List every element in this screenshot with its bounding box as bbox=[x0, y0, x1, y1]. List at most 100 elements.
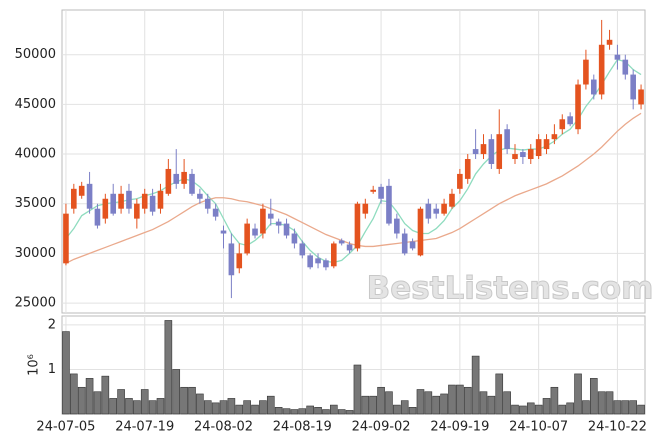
candle-body bbox=[535, 139, 542, 157]
volume-bar bbox=[377, 386, 385, 415]
x-tick-label: 24-09-02 bbox=[352, 420, 411, 435]
candle-body bbox=[520, 152, 526, 158]
y-tick-label: 40000 bbox=[15, 147, 56, 162]
volume-bar bbox=[605, 391, 614, 415]
candle-body bbox=[220, 230, 227, 234]
candle-body bbox=[504, 129, 510, 150]
candle-body bbox=[236, 253, 243, 269]
candle-body bbox=[551, 134, 558, 140]
volume-bar bbox=[140, 389, 149, 415]
candle-body bbox=[401, 233, 408, 254]
volume-bar bbox=[251, 404, 259, 415]
volume-bar bbox=[62, 331, 70, 415]
volume-bar bbox=[172, 369, 181, 415]
x-tick-label: 24-08-02 bbox=[194, 420, 253, 435]
candle-body bbox=[141, 193, 148, 209]
x-tick-label: 24-10-22 bbox=[588, 420, 647, 435]
volume-bar bbox=[235, 404, 244, 415]
candle-body bbox=[283, 223, 290, 236]
volume-bar bbox=[93, 391, 102, 415]
candle-body bbox=[149, 195, 156, 212]
candle-body bbox=[567, 116, 573, 125]
volume-bar bbox=[180, 386, 188, 415]
volume-bar bbox=[148, 400, 157, 415]
volume-bar bbox=[211, 402, 220, 415]
volume-bar bbox=[109, 398, 118, 415]
volume-bar bbox=[259, 400, 267, 415]
candle-body bbox=[331, 243, 337, 267]
volume-bar bbox=[385, 391, 393, 415]
x-tick-label: 24-07-19 bbox=[115, 420, 174, 435]
candle-body bbox=[472, 149, 479, 155]
candle-body bbox=[449, 193, 455, 207]
volume-bar bbox=[164, 320, 173, 415]
candle-body bbox=[598, 44, 605, 95]
candle-body bbox=[457, 173, 463, 189]
volume-bar bbox=[188, 386, 196, 415]
y-tick-label: 2 bbox=[48, 317, 56, 332]
volume-bar bbox=[534, 404, 543, 415]
volume-bar bbox=[203, 400, 212, 415]
y-tick-label: 50000 bbox=[15, 47, 56, 62]
volume-bar bbox=[456, 384, 464, 415]
volume-bar bbox=[621, 400, 630, 415]
volume-bar bbox=[219, 400, 228, 415]
volume-bar bbox=[345, 410, 354, 415]
volume-bar bbox=[125, 398, 133, 415]
candle-body bbox=[212, 208, 219, 217]
volume-bar bbox=[463, 386, 472, 415]
volume-bar bbox=[495, 373, 504, 415]
candle-body bbox=[323, 260, 329, 268]
volume-bar bbox=[471, 355, 480, 415]
volume-bar bbox=[337, 409, 346, 415]
volume-bar bbox=[330, 404, 338, 415]
volume-bar bbox=[77, 386, 86, 415]
candle-body bbox=[590, 79, 597, 95]
candle-body bbox=[394, 218, 400, 234]
candle-body bbox=[409, 241, 416, 249]
candle-body bbox=[71, 188, 77, 209]
candle-body bbox=[86, 183, 93, 209]
y-tick-label: 35000 bbox=[15, 196, 56, 211]
candle-body bbox=[614, 54, 621, 60]
volume-bar bbox=[298, 408, 307, 415]
volume-panel bbox=[61, 315, 646, 415]
price-panel bbox=[61, 9, 646, 314]
candle-body bbox=[275, 221, 282, 226]
x-tick-label: 24-08-19 bbox=[273, 420, 332, 435]
volume-bar bbox=[582, 400, 590, 415]
candle-body bbox=[417, 208, 424, 256]
candle-body bbox=[527, 149, 534, 160]
volume-bar bbox=[613, 400, 622, 415]
volume-bar bbox=[589, 378, 598, 415]
volume-bar bbox=[306, 405, 314, 415]
volume-bar bbox=[85, 378, 94, 415]
volume-bar bbox=[519, 405, 527, 415]
candle-body bbox=[244, 223, 250, 254]
candle-body bbox=[260, 208, 266, 234]
candle-body bbox=[386, 185, 392, 224]
volume-bar bbox=[424, 391, 433, 415]
candle-body bbox=[307, 255, 313, 268]
candle-body bbox=[338, 240, 345, 244]
volume-bar bbox=[479, 391, 488, 415]
volume-bar bbox=[243, 400, 251, 415]
volume-bar bbox=[448, 384, 456, 415]
candle-body bbox=[496, 134, 503, 169]
candle-body bbox=[441, 203, 447, 214]
volume-bar bbox=[290, 409, 299, 415]
candle-body bbox=[197, 193, 203, 199]
candle-body bbox=[346, 244, 353, 251]
volume-bar bbox=[487, 395, 496, 415]
candle-body bbox=[638, 89, 644, 105]
candle-body bbox=[480, 144, 487, 155]
volume-bar bbox=[101, 375, 110, 415]
candle-body bbox=[299, 243, 306, 256]
candle-body bbox=[157, 190, 164, 209]
volume-bar bbox=[432, 395, 441, 415]
candle-body bbox=[354, 203, 361, 249]
volume-bar bbox=[196, 393, 204, 415]
candle-body bbox=[583, 59, 589, 85]
volume-bar bbox=[550, 386, 559, 415]
